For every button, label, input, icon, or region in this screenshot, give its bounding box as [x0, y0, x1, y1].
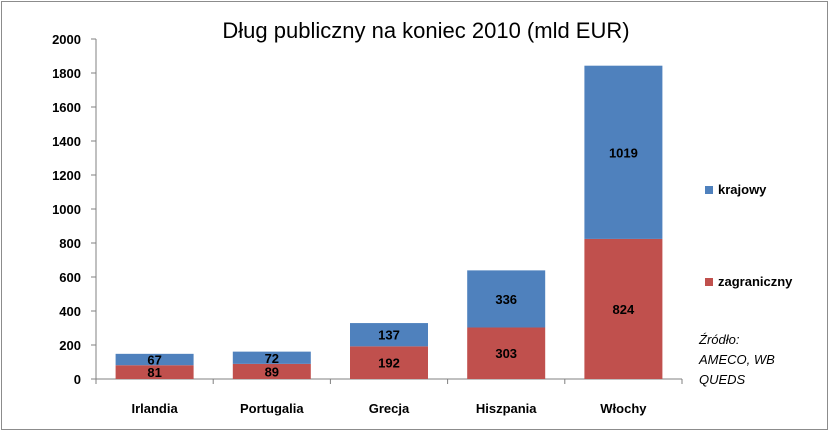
- bar-zagraniczny-grecja: [350, 346, 428, 379]
- y-tick-label: 0: [74, 372, 81, 387]
- bar-krajowy-portugalia: [232, 351, 311, 364]
- data-label-zagraniczny: 81: [147, 365, 161, 380]
- bar-krajowy-hiszpania: [467, 270, 546, 328]
- y-tick-label: 1000: [52, 202, 81, 217]
- source-note: Źródło: AMECO, WB QUEDS: [699, 332, 775, 387]
- legend-swatch-zagraniczny: [705, 277, 713, 286]
- data-label-zagraniczny: 89: [265, 364, 279, 379]
- x-category-label: Hiszpania: [476, 401, 537, 416]
- y-tick-label: 1800: [52, 66, 81, 81]
- y-tick-label: 1400: [52, 134, 81, 149]
- legend-label-zagraniczny: zagraniczny: [718, 274, 793, 289]
- data-label-krajowy: 67: [147, 353, 161, 368]
- bar-krajowy-włochy: [584, 65, 663, 239]
- bar-zagraniczny-irlandia: [115, 365, 194, 379]
- x-category-label: Irlandia: [131, 401, 178, 416]
- legend-item-zagraniczny: zagraniczny: [705, 274, 792, 289]
- y-tick-label: 400: [59, 304, 81, 319]
- y-tick-label: 2000: [52, 32, 81, 47]
- y-tick-label: 1600: [52, 100, 81, 115]
- bar-krajowy-irlandia: [115, 353, 194, 366]
- chart-title: Dług publiczny na koniec 2010 (mld EUR): [222, 18, 630, 43]
- data-label-krajowy: 72: [265, 351, 279, 366]
- x-category-label: Portugalia: [240, 401, 304, 416]
- data-label-zagraniczny: 303: [495, 346, 517, 361]
- bar-zagraniczny-włochy: [584, 238, 663, 379]
- y-tick-label: 1200: [52, 168, 81, 183]
- chart-plot: 0 200 400 600 800 1000 1200 1400 1600 1800 2000 816…: [52, 32, 683, 416]
- x-category-label: Grecja: [369, 401, 410, 416]
- chart-frame: Dług publiczny na koniec 2010 (mld EUR) …: [1, 1, 828, 430]
- data-label-zagraniczny: 192: [378, 356, 400, 371]
- legend-swatch-krajowy: [705, 185, 713, 194]
- bar-zagraniczny-hiszpania: [467, 327, 546, 379]
- data-label-krajowy: 1019: [609, 145, 638, 160]
- legend-item-krajowy: krajowy: [705, 182, 766, 197]
- data-label-krajowy: 137: [378, 328, 400, 343]
- bar-krajowy-grecja: [350, 323, 428, 347]
- data-label-zagraniczny: 824: [613, 302, 635, 317]
- y-tick-label: 200: [59, 338, 81, 353]
- y-tick-label: 800: [59, 236, 81, 251]
- legend-label-krajowy: krajowy: [718, 182, 767, 197]
- y-tick-label: 600: [59, 270, 81, 285]
- bar-zagraniczny-portugalia: [232, 363, 311, 379]
- data-label-krajowy: 336: [495, 292, 517, 307]
- x-category-label: Włochy: [600, 401, 647, 416]
